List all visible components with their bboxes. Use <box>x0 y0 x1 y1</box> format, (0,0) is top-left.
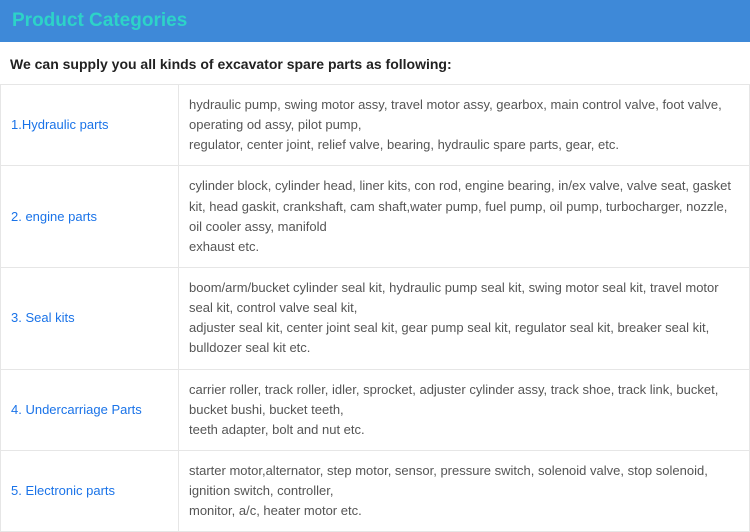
description-cell: starter motor,alternator, step motor, se… <box>179 450 750 531</box>
section-header: Product Categories <box>0 0 750 42</box>
category-cell: 1.Hydraulic parts <box>1 85 179 166</box>
category-cell: 2. engine parts <box>1 166 179 268</box>
categories-table: 1.Hydraulic partshydraulic pump, swing m… <box>0 84 750 532</box>
table-row: 1.Hydraulic partshydraulic pump, swing m… <box>1 85 750 166</box>
category-cell: 3. Seal kits <box>1 267 179 369</box>
table-row: 3. Seal kitsboom/arm/bucket cylinder sea… <box>1 267 750 369</box>
table-row: 2. engine partscylinder block, cylinder … <box>1 166 750 268</box>
category-cell: 5. Electronic parts <box>1 450 179 531</box>
table-row: 4. Undercarriage Partscarrier roller, tr… <box>1 369 750 450</box>
description-cell: carrier roller, track roller, idler, spr… <box>179 369 750 450</box>
table-row: 5. Electronic partsstarter motor,alterna… <box>1 450 750 531</box>
intro-text: We can supply you all kinds of excavator… <box>0 42 750 84</box>
description-cell: cylinder block, cylinder head, liner kit… <box>179 166 750 268</box>
section-title: Product Categories <box>12 10 738 32</box>
category-cell: 4. Undercarriage Parts <box>1 369 179 450</box>
description-cell: boom/arm/bucket cylinder seal kit, hydra… <box>179 267 750 369</box>
description-cell: hydraulic pump, swing motor assy, travel… <box>179 85 750 166</box>
